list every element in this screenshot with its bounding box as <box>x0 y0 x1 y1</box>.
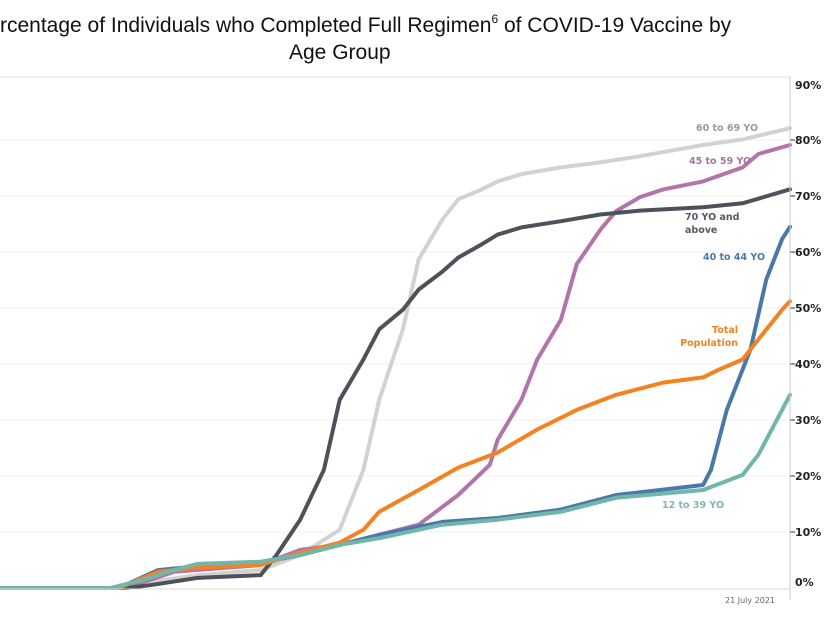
y-tick-label: 50% <box>795 302 821 315</box>
series-line-12-to-39-yo <box>0 392 792 590</box>
y-tick-label: 40% <box>795 358 821 371</box>
date-annotation: 21 July 2021 <box>725 596 775 605</box>
y-tick-label: 0% <box>795 576 814 589</box>
y-tick-label: 10% <box>795 526 821 539</box>
series-label: Total <box>712 325 738 336</box>
chart-title-line-2: Age Group <box>289 41 391 64</box>
y-tick-label: 60% <box>795 246 821 259</box>
series-label: 12 to 39 YO <box>662 500 724 511</box>
series-label: 45 to 59 YO <box>689 156 751 167</box>
title-text: rcentage of Individuals who Completed Fu… <box>0 14 492 37</box>
series-label: above <box>685 225 717 236</box>
y-tick-label: 80% <box>795 134 821 147</box>
y-tick-label: 70% <box>795 190 821 203</box>
series-label: 70 YO and <box>685 212 739 223</box>
y-tick-label: 90% <box>795 79 821 92</box>
series-label: 60 to 69 YO <box>696 123 758 134</box>
series-line-45-to-59-yo <box>0 143 792 590</box>
series-label: 40 to 44 YO <box>703 252 765 263</box>
series-line-60-to-69-yo <box>0 126 792 590</box>
y-tick-label: 20% <box>795 470 821 483</box>
series-label: Population <box>680 338 738 349</box>
chart-title-line-1: rcentage of Individuals who Completed Fu… <box>0 12 731 38</box>
y-tick-label: 30% <box>795 414 821 427</box>
title-text-end: of COVID-19 Vaccine by <box>498 14 732 37</box>
title-footnote-marker: 6 <box>491 12 499 26</box>
series-line-70-yo-and-above <box>0 187 792 590</box>
series-line-total-population <box>0 299 792 590</box>
